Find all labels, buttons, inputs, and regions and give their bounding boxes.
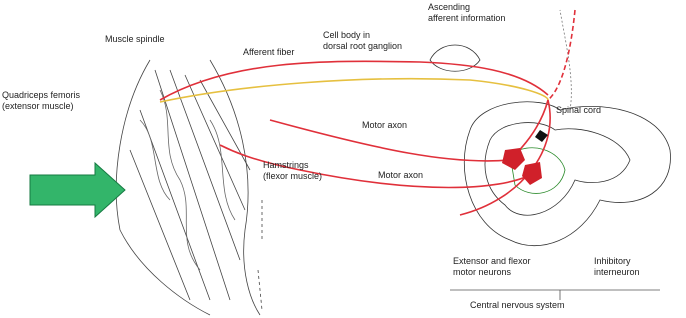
neurons [502, 130, 548, 185]
label: Hamstrings [263, 160, 309, 170]
label: Motor axon [378, 170, 423, 180]
label: Afferent fiber [243, 47, 294, 57]
label: (flexor muscle) [263, 171, 322, 181]
label: Spinal cord [556, 105, 601, 115]
label: Extensor and flexor [453, 256, 531, 266]
label: Muscle spindle [105, 34, 165, 44]
label: Cell body in [323, 30, 370, 40]
label: (extensor muscle) [2, 101, 74, 111]
label: Inhibitory [594, 256, 631, 266]
diagram: Muscle spindle Quadriceps femoris(extenso… [0, 0, 686, 318]
stimulus-arrow [30, 163, 125, 217]
label: Ascending [428, 2, 470, 12]
label: Quadriceps femoris [2, 90, 81, 100]
label: dorsal root ganglion [323, 41, 402, 51]
label: motor neurons [453, 267, 512, 277]
label: Central nervous system [470, 300, 565, 310]
label: afferent information [428, 13, 505, 23]
label: interneuron [594, 267, 640, 277]
leg [116, 60, 262, 315]
label: Motor axon [362, 120, 407, 130]
